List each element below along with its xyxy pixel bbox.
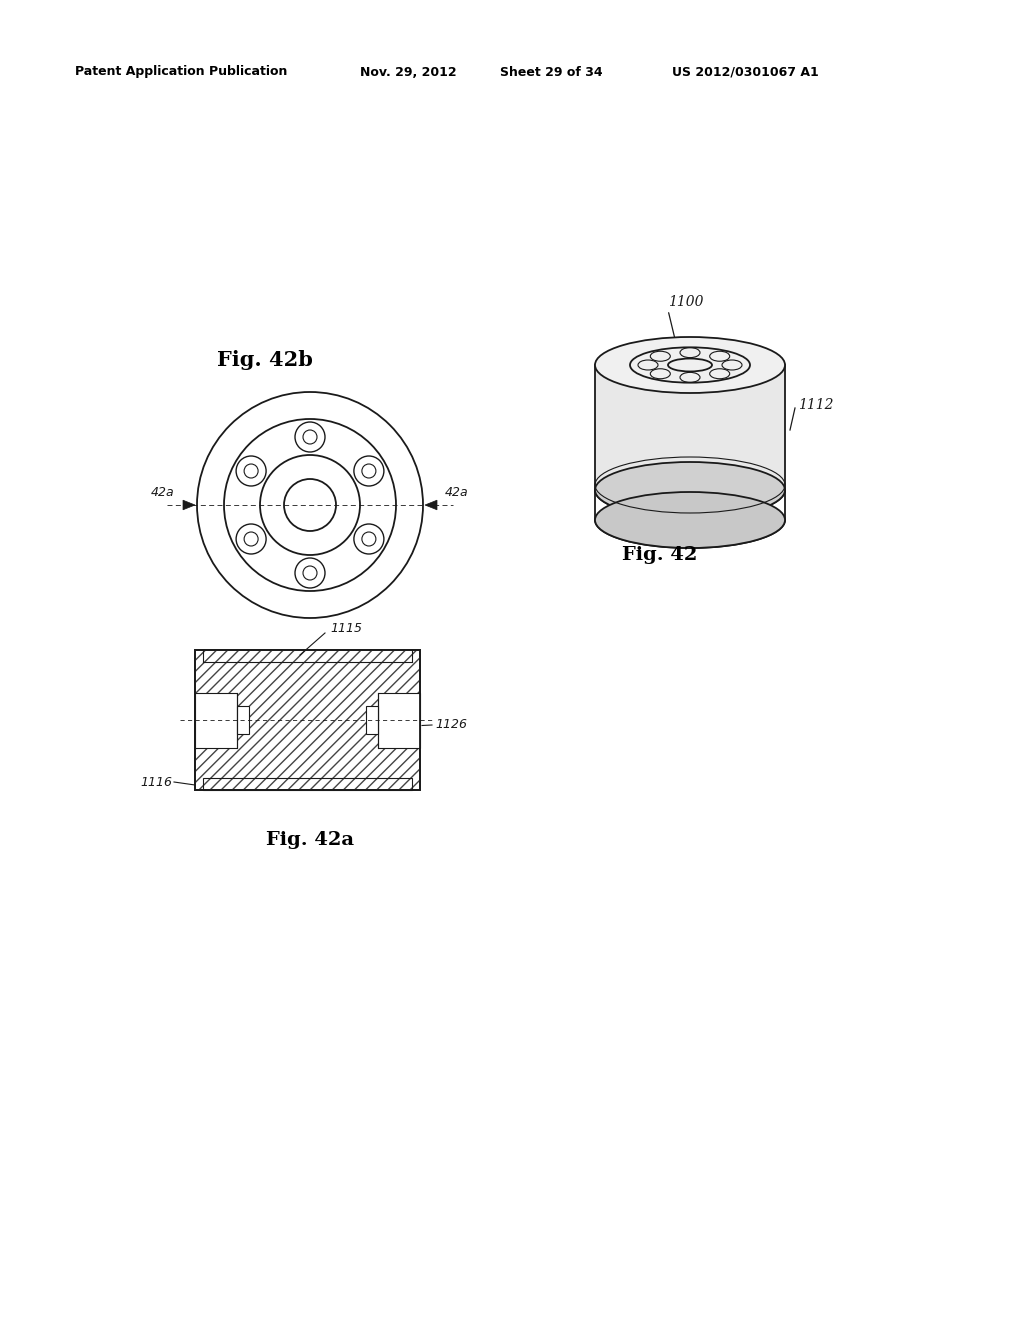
Text: 1100: 1100 [668,294,703,309]
Bar [203,777,412,789]
Polygon shape [425,500,437,510]
Text: US 2012/0301067 A1: US 2012/0301067 A1 [672,66,819,78]
Text: Fig. 42: Fig. 42 [623,546,697,564]
Bar [195,649,420,789]
Text: 1116: 1116 [140,776,172,788]
Bar [195,649,420,789]
Text: 42a: 42a [152,487,175,499]
Text: 1126: 1126 [435,718,467,731]
Text: Patent Application Publication: Patent Application Publication [75,66,288,78]
Polygon shape [595,366,785,490]
Text: Fig. 42a: Fig. 42a [266,832,354,849]
Text: Sheet 29 of 34: Sheet 29 of 34 [500,66,603,78]
Text: 1115: 1115 [330,622,362,635]
Bar [195,649,420,789]
Text: Fig. 42b: Fig. 42b [217,350,313,370]
Bar [378,693,420,747]
Bar [237,706,249,734]
Ellipse shape [595,462,785,517]
Polygon shape [183,500,195,510]
Text: 1112: 1112 [798,399,834,412]
Text: Nov. 29, 2012: Nov. 29, 2012 [360,66,457,78]
Text: 42a: 42a [445,487,469,499]
Bar [195,693,237,747]
Bar [366,706,378,734]
Ellipse shape [595,492,785,548]
Ellipse shape [595,337,785,393]
